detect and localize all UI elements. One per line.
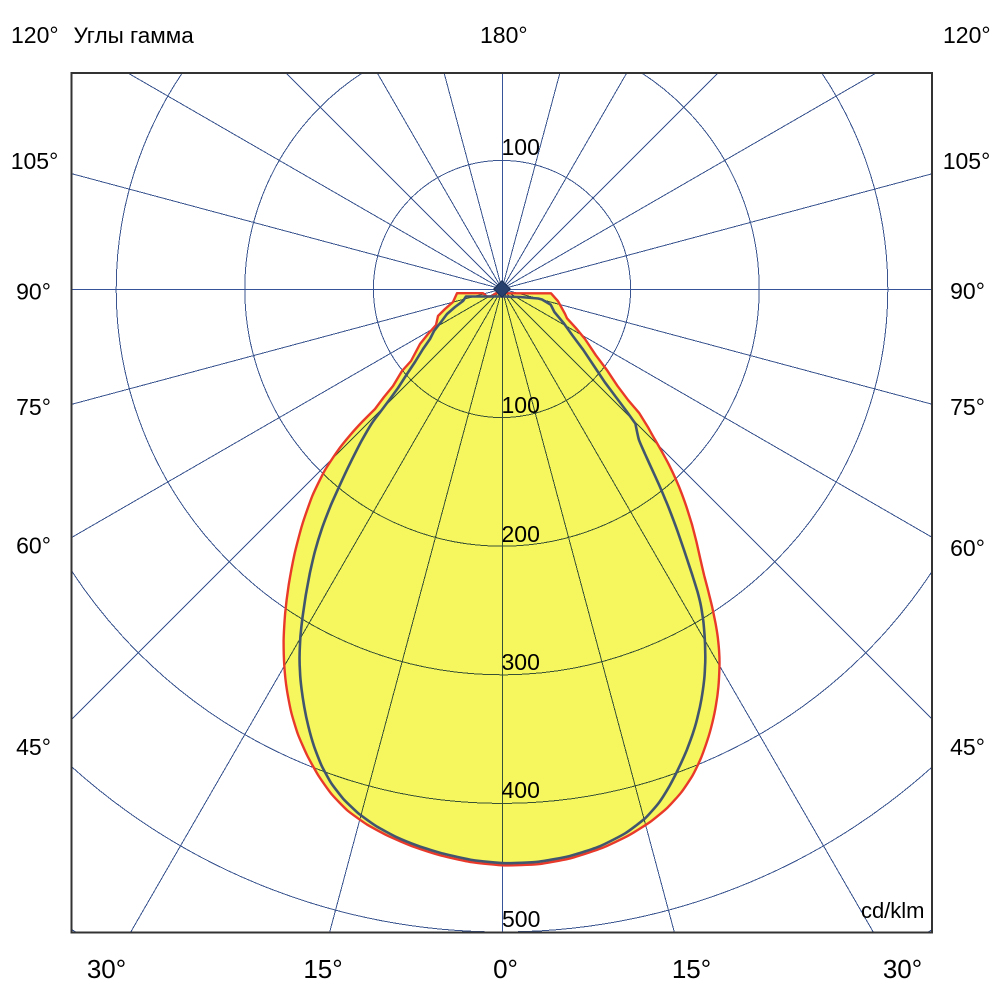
svg-text:15°: 15° <box>672 954 711 984</box>
svg-text:105°: 105° <box>11 148 59 174</box>
svg-text:120°: 120° <box>11 22 59 48</box>
svg-text:105°: 105° <box>943 148 991 174</box>
svg-text:75°: 75° <box>950 394 985 420</box>
svg-text:120°: 120° <box>943 22 991 48</box>
svg-text:200: 200 <box>502 521 540 547</box>
svg-text:500: 500 <box>502 906 540 932</box>
svg-text:75°: 75° <box>16 394 51 420</box>
svg-text:100: 100 <box>502 392 540 418</box>
svg-text:30°: 30° <box>883 954 922 984</box>
svg-text:60°: 60° <box>16 533 51 559</box>
svg-text:60°: 60° <box>950 535 985 561</box>
svg-text:cd/klm: cd/klm <box>861 898 925 923</box>
svg-text:90°: 90° <box>950 278 985 304</box>
svg-text:180°: 180° <box>480 22 528 48</box>
svg-text:100: 100 <box>502 134 540 160</box>
svg-text:0°: 0° <box>493 954 518 984</box>
svg-text:15°: 15° <box>303 954 342 984</box>
svg-text:300: 300 <box>502 649 540 675</box>
svg-text:90°: 90° <box>16 279 51 305</box>
svg-text:400: 400 <box>502 777 540 803</box>
svg-text:45°: 45° <box>16 734 51 760</box>
svg-text:45°: 45° <box>950 734 985 760</box>
svg-text:30°: 30° <box>87 954 126 984</box>
svg-text:Углы гамма: Углы гамма <box>74 23 195 48</box>
